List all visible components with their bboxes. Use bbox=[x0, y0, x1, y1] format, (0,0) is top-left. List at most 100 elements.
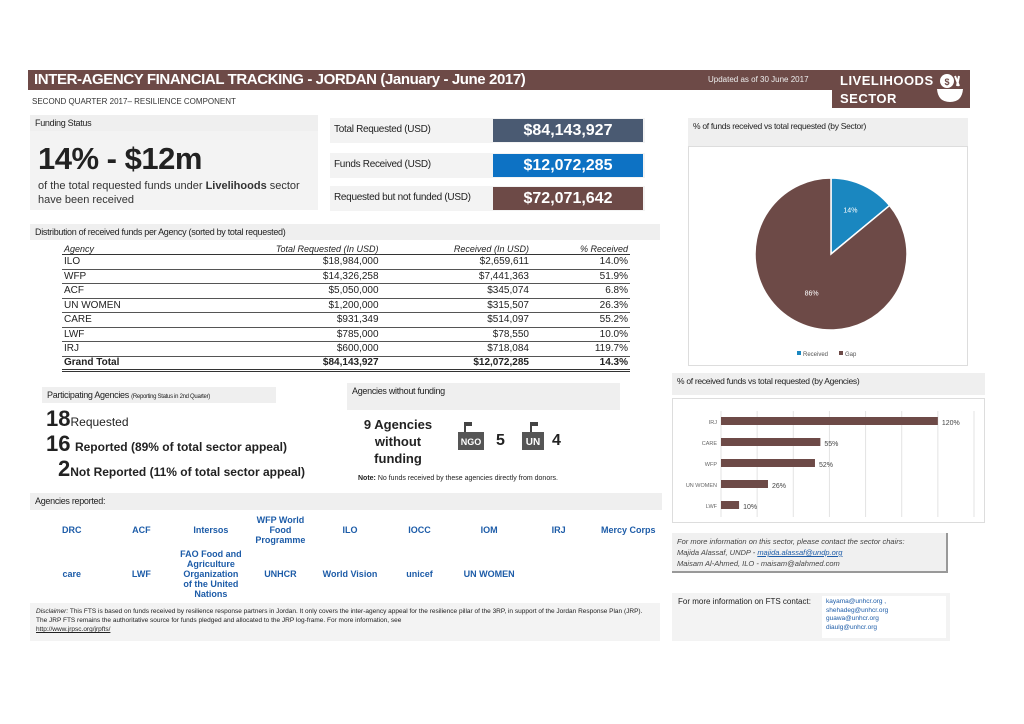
agency-logo: IOCC bbox=[408, 525, 431, 535]
pie-header: % of funds received vs total requested (… bbox=[688, 118, 968, 146]
table-cell: $315,507 bbox=[380, 298, 531, 313]
table-cell: $7,441,363 bbox=[380, 269, 531, 284]
total-row: Grand Total $84,143,927 $12,072,285 14.3% bbox=[62, 356, 630, 372]
pie-data-label: 14% bbox=[843, 208, 857, 215]
table-cell: 6.8% bbox=[530, 283, 630, 299]
agency-logo: IOM bbox=[480, 525, 498, 535]
table-cell: IRJ bbox=[62, 341, 178, 357]
table-cell: $600,000 bbox=[177, 341, 381, 357]
fts-email[interactable]: diaulg@unhcr.org bbox=[826, 623, 878, 631]
bar bbox=[721, 438, 821, 446]
distribution-table: Agency Total Requested (In USD) Received (… bbox=[62, 244, 630, 372]
category-label: IRJ bbox=[709, 420, 718, 426]
sector-contact: For more information on this sector, ple… bbox=[672, 533, 948, 573]
fts-email[interactable]: kayama@unhcr.org , bbox=[826, 598, 887, 605]
table-row: LWF $785,000 $78,550 10.0% bbox=[62, 327, 630, 342]
count-not-reported: 2Not Reported (11% of total sector appea… bbox=[58, 456, 305, 481]
table-cell: CARE bbox=[62, 312, 178, 328]
agency-logo: WFP World Food Programme bbox=[255, 515, 306, 545]
bar bbox=[721, 459, 815, 467]
pie-chart: 14% 86% Received Gap bbox=[688, 146, 968, 366]
jrp-link[interactable]: http://www.jrpsc.org/jrpfts/ bbox=[36, 626, 111, 633]
agency-logo: UN WOMEN bbox=[463, 569, 515, 579]
sector-line1: LIVELIHOODS bbox=[840, 73, 934, 88]
category-label: CARE bbox=[702, 441, 718, 447]
table-cell: $2,659,611 bbox=[380, 254, 531, 270]
agency-logo: LWF bbox=[131, 569, 151, 579]
agencies-reported-header: Agencies reported: bbox=[30, 493, 662, 510]
money-bag-bowl-icon: $ bbox=[935, 72, 965, 104]
disclaimer: Disclaimer: This FTS is based on funds r… bbox=[30, 603, 660, 641]
agency-logo: Mercy Corps bbox=[600, 525, 656, 535]
table-cell: $345,074 bbox=[380, 283, 531, 299]
agency-logo: World Vision bbox=[322, 569, 378, 579]
fts-emails: kayama@unhcr.org , shehadeg@unhcr.org guaw… bbox=[822, 596, 946, 638]
table-row: IRJ $600,000 $718,084 119.7% bbox=[62, 341, 630, 357]
funding-status-panel: Funding Status 14% - $12m of the total r… bbox=[30, 115, 318, 210]
table-cell: UN WOMEN bbox=[62, 298, 178, 313]
without-funding-title: 9 Agencies without funding bbox=[363, 417, 433, 466]
fts-email[interactable]: guawa@unhcr.org bbox=[826, 615, 879, 622]
table-cell: WFP bbox=[62, 269, 178, 284]
agency-logo: ACF bbox=[132, 525, 151, 535]
column-header: % Received bbox=[530, 244, 630, 255]
subtitle: SECOND QUARTER 2017– RESILIENCE COMPONEN… bbox=[32, 97, 236, 106]
column-header: Agency bbox=[62, 244, 178, 255]
bar-data-label: 26% bbox=[772, 483, 786, 490]
bar bbox=[721, 501, 740, 509]
un-icon: UN bbox=[522, 422, 544, 457]
un-count: 4 bbox=[552, 432, 561, 449]
table-cell: 51.9% bbox=[530, 269, 630, 284]
table-cell: $514,097 bbox=[380, 312, 531, 328]
agency-logo: DRC bbox=[62, 525, 82, 535]
table-cell: $718,084 bbox=[380, 341, 531, 357]
category-label: WFP bbox=[705, 462, 718, 468]
agency-logo: unicef bbox=[406, 569, 433, 579]
bar bbox=[721, 417, 938, 425]
table-cell: $18,984,000 bbox=[177, 254, 381, 270]
bar-chart: IRJ 120% CARE 55% WFP 52% UN WOMEN 26% LWF 10% bbox=[672, 398, 985, 523]
bar-data-label: 10% bbox=[743, 504, 757, 511]
summary-total-requested: Total Requested (USD) $84,143,927 bbox=[330, 118, 645, 143]
pie-slice-received bbox=[830, 177, 891, 256]
table-cell: $931,349 bbox=[177, 312, 381, 328]
agency-logo: IRJ bbox=[551, 525, 566, 535]
table-cell: $78,550 bbox=[380, 327, 531, 342]
ngo-count: 5 bbox=[496, 432, 505, 449]
table-cell: $84,143,927 bbox=[177, 356, 381, 372]
bar bbox=[721, 480, 768, 488]
participating-header: Participating Agencies (Reporting Status… bbox=[42, 387, 276, 403]
table-cell: $14,326,258 bbox=[177, 269, 381, 284]
bar-data-label: 55% bbox=[824, 441, 838, 448]
count-requested: 18Requested bbox=[46, 406, 129, 431]
category-label: LWF bbox=[706, 504, 718, 510]
bar-data-label: 52% bbox=[819, 462, 833, 469]
legend-swatch bbox=[797, 351, 801, 355]
sector-line2: SECTOR bbox=[840, 91, 897, 106]
without-funding-header: Agencies without funding bbox=[347, 383, 620, 410]
svg-text:NGO: NGO bbox=[461, 437, 482, 447]
table-cell: $12,072,285 bbox=[380, 356, 531, 372]
funding-status-header: Funding Status bbox=[30, 115, 318, 131]
table-cell: 55.2% bbox=[530, 312, 630, 328]
distribution-header: Distribution of received funds per Agenc… bbox=[30, 224, 660, 240]
updated-date: Updated as of 30 June 2017 bbox=[708, 75, 809, 84]
table-row: CARE $931,349 $514,097 55.2% bbox=[62, 312, 630, 328]
table-row: UN WOMEN $1,200,000 $315,507 26.3% bbox=[62, 298, 630, 313]
svg-text:$: $ bbox=[944, 77, 949, 87]
table-row: WFP $14,326,258 $7,441,363 51.9% bbox=[62, 269, 630, 284]
table-cell: $785,000 bbox=[177, 327, 381, 342]
table-cell: 14.0% bbox=[530, 254, 630, 270]
pie-data-label: 86% bbox=[805, 290, 819, 297]
agency-logos: DRC ACF Intersos WFP World Food Programme IL… bbox=[40, 515, 660, 599]
svg-text:UN: UN bbox=[526, 437, 540, 448]
fts-email[interactable]: shehadeg@unhcr.org bbox=[826, 606, 889, 614]
table-row: ACF $5,050,000 $345,074 6.8% bbox=[62, 283, 630, 299]
email-link[interactable]: majida.alassaf@undp.org bbox=[757, 548, 843, 557]
legend-label: Gap bbox=[845, 352, 857, 358]
count-reported: 16 Reported (89% of total sector appeal) bbox=[46, 431, 287, 456]
table-row: ILO $18,984,000 $2,659,611 14.0% bbox=[62, 254, 630, 270]
agency-logo: Intersos bbox=[193, 525, 229, 535]
table-cell: 26.3% bbox=[530, 298, 630, 313]
agency-logo: ILO bbox=[342, 525, 358, 535]
